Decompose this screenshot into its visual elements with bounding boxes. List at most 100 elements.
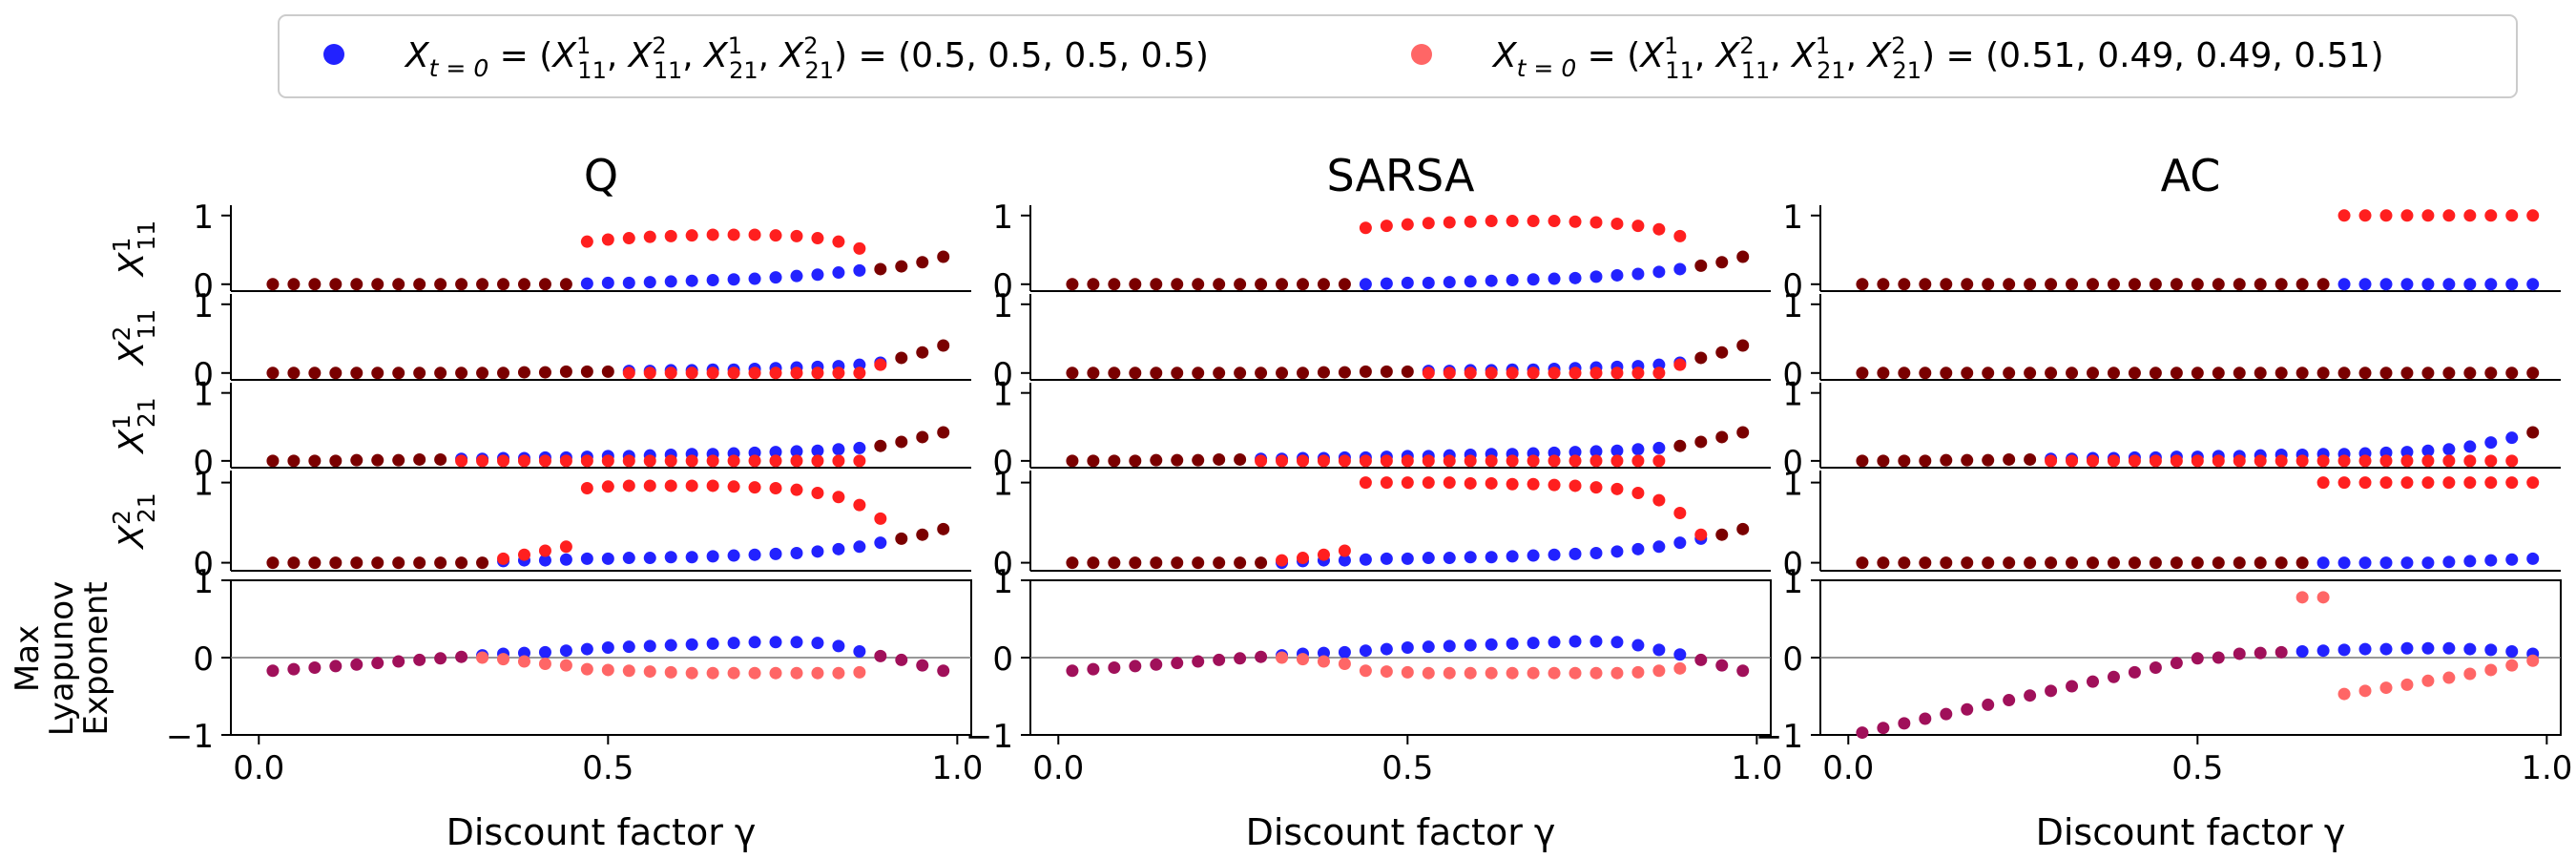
y-tick-label: 1 — [1782, 287, 1803, 325]
point-red — [2358, 684, 2372, 698]
point-red — [538, 454, 551, 468]
point-overlap — [2254, 646, 2267, 660]
point-overlap — [916, 528, 929, 541]
point-red — [2526, 476, 2540, 490]
x-tick-label: 1.0 — [2521, 749, 2572, 787]
point-blue — [790, 547, 803, 560]
point-overlap — [2233, 367, 2246, 380]
legend-entry: Xt = 0 = (X1 11, X2 11, X1 21, X2 21) = (0.5… — [1411, 32, 2384, 84]
point-overlap — [266, 664, 280, 678]
point-red — [2379, 209, 2393, 222]
point-red — [1297, 552, 1310, 565]
point-overlap — [1856, 556, 1869, 570]
point-overlap — [1898, 278, 1911, 291]
point-blue — [1652, 540, 1666, 554]
point-overlap — [895, 653, 908, 666]
point-overlap — [476, 278, 489, 291]
y-tick-label: 0 — [992, 640, 1013, 679]
legend-label: Xt = 0 = (X1 11, X2 11, X1 21, X2 21) = (0.5… — [404, 32, 1209, 84]
point-blue — [1610, 444, 1624, 457]
point-red — [2442, 476, 2456, 490]
point-red — [1673, 358, 1687, 371]
point-overlap — [1192, 655, 1205, 668]
y-tick-label: 1 — [992, 563, 1013, 601]
point-overlap — [895, 351, 908, 365]
point-overlap — [2107, 367, 2120, 380]
point-overlap — [392, 367, 405, 380]
y-tick-label: 1 — [193, 563, 214, 601]
point-overlap — [1736, 339, 1750, 352]
point-blue — [853, 441, 866, 454]
point-overlap — [413, 452, 426, 466]
point-blue — [1568, 547, 1582, 560]
point-red — [1631, 665, 1645, 679]
point-overlap — [1736, 664, 1750, 678]
point-overlap — [266, 278, 280, 291]
point-overlap — [287, 454, 301, 468]
point-overlap — [266, 454, 280, 468]
point-overlap — [874, 439, 887, 452]
point-blue — [1401, 552, 1414, 565]
x-axis-label: Discount factor γ — [447, 811, 757, 853]
point-blue — [727, 637, 740, 650]
point-overlap — [1940, 453, 1953, 467]
point-blue — [832, 443, 845, 456]
point-overlap — [2107, 278, 2120, 291]
point-red — [2233, 454, 2246, 468]
point-blue — [2421, 641, 2435, 655]
panel-title: SARSA — [1326, 150, 1475, 201]
point-overlap — [1087, 278, 1100, 291]
point-overlap — [1255, 367, 1268, 380]
point-blue — [580, 642, 593, 656]
point-overlap — [2254, 556, 2267, 570]
point-overlap — [1401, 365, 1414, 378]
point-blue — [811, 545, 824, 558]
point-overlap — [308, 454, 322, 468]
point-red — [2316, 591, 2330, 604]
point-blue — [2316, 644, 2330, 658]
point-overlap — [2212, 556, 2225, 570]
point-overlap — [1982, 556, 1995, 570]
point-overlap — [2024, 278, 2037, 291]
point-blue — [2296, 645, 2309, 659]
point-overlap — [1856, 454, 1869, 468]
point-blue — [664, 275, 677, 288]
point-red — [706, 367, 719, 380]
point-overlap — [1317, 278, 1330, 291]
point-red — [1464, 215, 1477, 228]
point-red — [580, 235, 593, 248]
point-red — [2484, 476, 2498, 490]
y-tick-label: 0 — [1782, 267, 1803, 305]
point-overlap — [1877, 278, 1890, 291]
point-red — [706, 479, 719, 492]
point-red — [811, 232, 824, 245]
point-overlap — [392, 556, 405, 570]
point-overlap — [538, 366, 551, 379]
point-blue — [1610, 545, 1624, 558]
strategy-axes-X21_1: 01 — [1782, 376, 2561, 482]
point-blue — [1464, 639, 1477, 652]
point-red — [832, 367, 845, 380]
point-red — [1673, 229, 1687, 242]
point-red — [664, 229, 677, 242]
x-axis-label: Discount factor γ — [1246, 811, 1556, 853]
point-red — [1422, 666, 1435, 680]
point-blue — [790, 636, 803, 649]
point-blue — [832, 266, 845, 280]
point-blue — [1380, 552, 1393, 565]
point-red — [1527, 215, 1540, 228]
y-tick-label: 1 — [1782, 466, 1803, 504]
point-overlap — [1919, 454, 1932, 468]
row-label: X121 — [108, 397, 160, 454]
point-red — [664, 454, 677, 468]
point-overlap — [1940, 278, 1953, 291]
point-overlap — [874, 262, 887, 276]
point-overlap — [350, 453, 364, 467]
point-overlap — [308, 278, 322, 291]
point-red — [601, 480, 614, 493]
point-red — [2463, 476, 2477, 490]
point-blue — [1548, 272, 1561, 285]
point-blue — [2484, 554, 2498, 567]
point-red — [1589, 454, 1603, 468]
